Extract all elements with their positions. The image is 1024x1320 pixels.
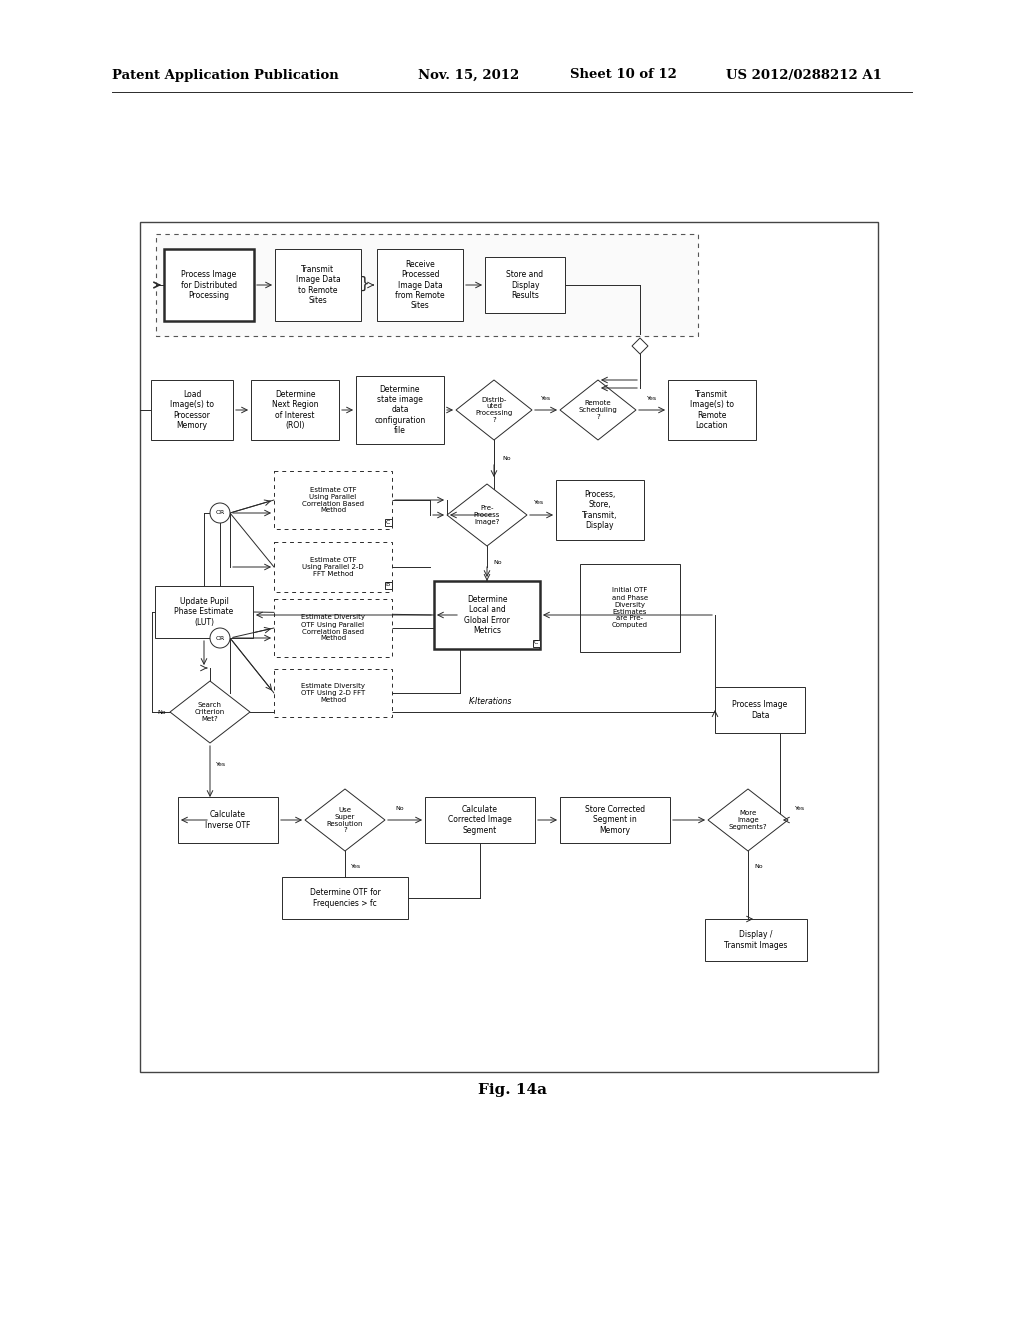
- Text: Process Image
Data: Process Image Data: [732, 701, 787, 719]
- Text: Estimate Diversity
OTF Using 2-D FFT
Method: Estimate Diversity OTF Using 2-D FFT Met…: [301, 682, 366, 704]
- Text: No: No: [395, 805, 404, 810]
- Text: Store and
Display
Results: Store and Display Results: [507, 271, 544, 300]
- Text: Pre-
Process
Image?: Pre- Process Image?: [474, 506, 500, 525]
- Bar: [384, 519, 391, 525]
- Bar: [274, 543, 392, 591]
- Text: Determine
Local and
Global Error
Metrics: Determine Local and Global Error Metrics: [464, 595, 510, 635]
- Text: B: B: [386, 582, 390, 587]
- Text: OR: OR: [215, 511, 224, 516]
- Text: Sheet 10 of 12: Sheet 10 of 12: [570, 69, 677, 82]
- Text: No: No: [754, 863, 763, 869]
- Text: More
Image
Segments?: More Image Segments?: [729, 810, 767, 830]
- Text: Nov. 15, 2012: Nov. 15, 2012: [418, 69, 519, 82]
- Text: Display /
Transmit Images: Display / Transmit Images: [724, 931, 787, 949]
- Text: No: No: [493, 561, 502, 565]
- Text: K-Iterations: K-Iterations: [468, 697, 512, 706]
- Text: Transmit
Image(s) to
Remote
Location: Transmit Image(s) to Remote Location: [690, 389, 734, 430]
- Text: Update Pupil
Phase Estimate
(LUT): Update Pupil Phase Estimate (LUT): [174, 597, 233, 627]
- Text: Estimate Diversity
OTF Using Parallel
Correlation Based
Method: Estimate Diversity OTF Using Parallel Co…: [301, 615, 365, 642]
- Bar: [434, 581, 540, 649]
- Text: Yes: Yes: [541, 396, 551, 400]
- Bar: [377, 249, 463, 321]
- Text: Yes: Yes: [795, 805, 805, 810]
- Bar: [164, 249, 254, 321]
- Text: Yes: Yes: [647, 396, 657, 400]
- Bar: [156, 234, 698, 337]
- Text: Calculate
Inverse OTF: Calculate Inverse OTF: [206, 810, 251, 830]
- Polygon shape: [170, 681, 250, 743]
- Text: Search
Criterion
Met?: Search Criterion Met?: [195, 702, 225, 722]
- Bar: [282, 876, 408, 919]
- Bar: [178, 797, 278, 843]
- Text: Estimate OTF
Using Parallel 2-D
FFT Method: Estimate OTF Using Parallel 2-D FFT Meth…: [302, 557, 364, 577]
- Bar: [668, 380, 756, 440]
- Text: Estimate OTF
Using Parallel
Correlation Based
Method: Estimate OTF Using Parallel Correlation …: [302, 487, 364, 513]
- Bar: [274, 669, 392, 717]
- Bar: [532, 639, 540, 647]
- Text: Determine
state image
data
configuration
file: Determine state image data configuration…: [375, 384, 426, 436]
- Bar: [560, 797, 670, 843]
- Bar: [151, 380, 233, 440]
- Text: Yes: Yes: [216, 762, 226, 767]
- Text: Determine OTF for
Frequencies > fc: Determine OTF for Frequencies > fc: [309, 888, 380, 908]
- Bar: [155, 586, 253, 638]
- Text: Process,
Store,
Transmit,
Display: Process, Store, Transmit, Display: [583, 490, 617, 531]
- Circle shape: [210, 503, 230, 523]
- Text: C: C: [534, 640, 539, 645]
- Bar: [356, 376, 444, 444]
- Text: No: No: [502, 455, 511, 461]
- Text: OR: OR: [215, 635, 224, 640]
- Bar: [705, 919, 807, 961]
- Bar: [140, 222, 878, 1072]
- Bar: [715, 686, 805, 733]
- Text: }: }: [359, 276, 369, 290]
- Text: US 2012/0288212 A1: US 2012/0288212 A1: [726, 69, 882, 82]
- Text: Transmit
Image Data
to Remote
Sites: Transmit Image Data to Remote Sites: [296, 265, 340, 305]
- Polygon shape: [560, 380, 636, 440]
- Polygon shape: [305, 789, 385, 851]
- Polygon shape: [447, 484, 527, 546]
- Bar: [580, 564, 680, 652]
- Text: Receive
Processed
Image Data
from Remote
Sites: Receive Processed Image Data from Remote…: [395, 260, 444, 310]
- Text: No: No: [158, 710, 166, 714]
- Polygon shape: [708, 789, 788, 851]
- Text: Remote
Scheduling
?: Remote Scheduling ?: [579, 400, 617, 420]
- Bar: [274, 471, 392, 529]
- Circle shape: [210, 628, 230, 648]
- Text: Determine
Next Region
of Interest
(ROI): Determine Next Region of Interest (ROI): [271, 389, 318, 430]
- Bar: [556, 480, 644, 540]
- Text: Patent Application Publication: Patent Application Publication: [112, 69, 339, 82]
- Text: Initial OTF
and Phase
Diversity
Estimates
are Pre-
Computed: Initial OTF and Phase Diversity Estimate…: [612, 587, 648, 628]
- Bar: [384, 582, 391, 589]
- Text: Distrib-
uted
Processing
?: Distrib- uted Processing ?: [475, 396, 513, 424]
- Text: Yes: Yes: [351, 863, 361, 869]
- Bar: [485, 257, 565, 313]
- Polygon shape: [456, 380, 532, 440]
- Bar: [425, 797, 535, 843]
- Text: Store Corrected
Segment in
Memory: Store Corrected Segment in Memory: [585, 805, 645, 836]
- Text: C: C: [386, 520, 390, 524]
- Polygon shape: [632, 338, 648, 354]
- Text: Process Image
for Distributed
Processing: Process Image for Distributed Processing: [181, 271, 238, 300]
- Bar: [274, 599, 392, 657]
- Bar: [251, 380, 339, 440]
- Text: Calculate
Corrected Image
Segment: Calculate Corrected Image Segment: [449, 805, 512, 836]
- Text: Yes: Yes: [534, 500, 544, 506]
- Text: Use
Super
Resolution
?: Use Super Resolution ?: [327, 807, 364, 833]
- Text: Fig. 14a: Fig. 14a: [477, 1082, 547, 1097]
- Text: Load
Image(s) to
Processor
Memory: Load Image(s) to Processor Memory: [170, 389, 214, 430]
- Bar: [275, 249, 361, 321]
